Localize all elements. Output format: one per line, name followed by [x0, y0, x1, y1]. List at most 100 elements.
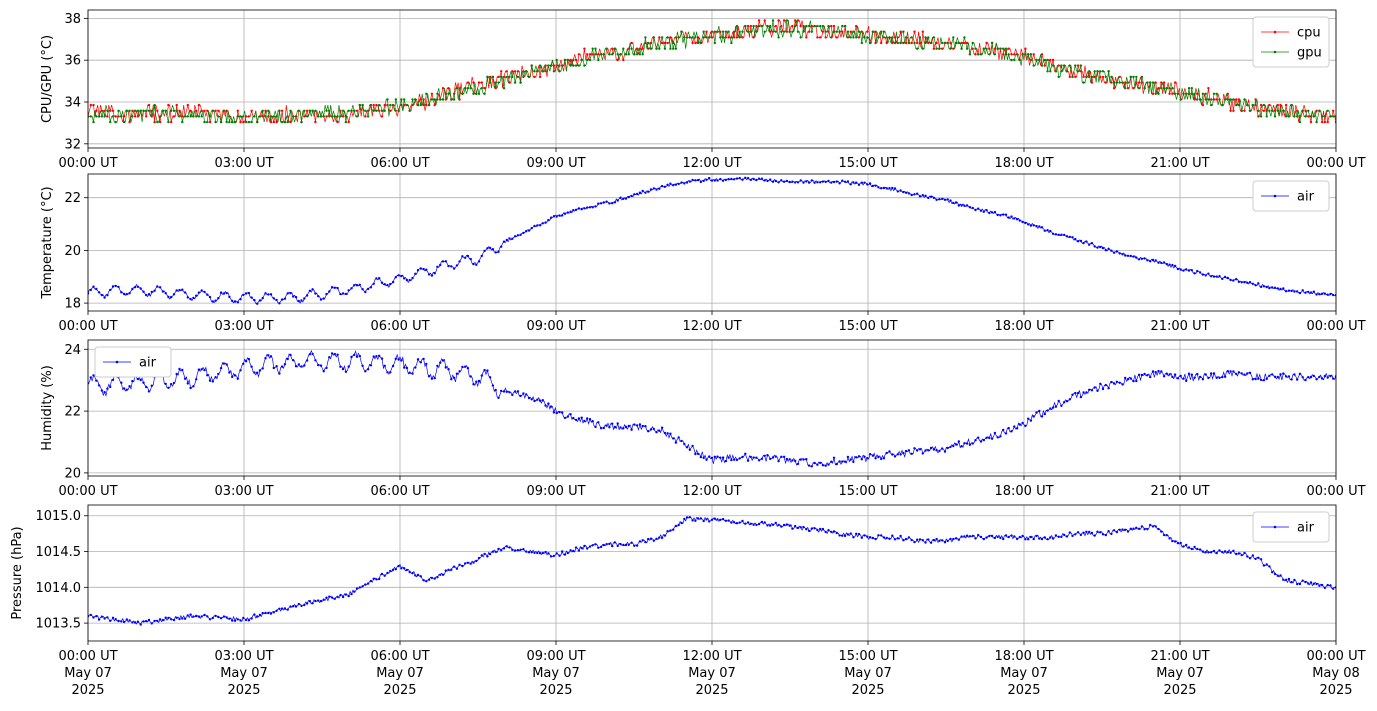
data-point-air: [472, 561, 475, 564]
data-point-air: [821, 464, 825, 467]
x-tick-label: 09:00 UT: [526, 156, 585, 171]
data-point-cpu: [611, 47, 614, 50]
data-point-air: [1007, 535, 1010, 539]
data-point-cpu: [705, 30, 708, 33]
data-point-air: [1223, 375, 1227, 378]
x-tick-date: May 07: [220, 666, 268, 681]
data-point-cpu: [816, 36, 819, 39]
data-point-air: [1259, 558, 1263, 561]
data-point-air: [1099, 382, 1102, 385]
data-point-air: [882, 536, 886, 539]
data-point-air: [375, 355, 378, 358]
data-point-gpu: [242, 115, 245, 118]
data-point-gpu: [910, 36, 913, 39]
x-tick-date: May 08: [1312, 666, 1360, 681]
data-point-air: [466, 367, 470, 370]
data-point-gpu: [552, 70, 556, 73]
data-point-air: [691, 519, 694, 522]
data-point-air: [264, 292, 267, 295]
data-point-gpu: [719, 36, 722, 39]
data-point-air: [544, 550, 547, 554]
data-point-gpu: [1304, 115, 1307, 118]
data-point-air: [200, 615, 203, 618]
data-point-air: [794, 181, 797, 184]
data-point-cpu: [882, 36, 886, 39]
data-point-air: [627, 195, 630, 199]
data-point-air: [727, 178, 730, 181]
data-point-cpu: [1279, 103, 1282, 107]
data-point-gpu: [960, 47, 963, 50]
x-tick-label: 00:00 UT: [58, 156, 117, 171]
data-point-air: [1179, 374, 1182, 378]
data-point-gpu: [483, 92, 486, 96]
data-point-air: [918, 538, 922, 541]
data-point-air: [993, 536, 997, 540]
data-point-gpu: [791, 30, 794, 33]
data-point-air: [403, 277, 406, 280]
data-point-air: [1301, 376, 1304, 379]
data-point-air: [1309, 291, 1313, 294]
data-point-gpu: [547, 64, 550, 67]
data-point-gpu: [369, 103, 373, 107]
data-point-gpu: [1126, 81, 1130, 84]
data-point-air: [1190, 269, 1194, 272]
data-point-air: [533, 224, 536, 228]
data-point-air: [647, 430, 650, 433]
data-point-air: [516, 390, 520, 393]
data-point-air: [222, 292, 226, 295]
data-point-air: [519, 548, 522, 551]
data-point-air: [830, 460, 833, 463]
data-point-gpu: [1254, 103, 1257, 107]
data-point-air: [999, 435, 1002, 438]
data-point-air: [1215, 551, 1218, 555]
data-point-air: [755, 523, 758, 527]
data-point-cpu: [425, 103, 428, 107]
data-point-gpu: [447, 92, 450, 96]
data-point-air: [1259, 285, 1263, 289]
data-point-air: [1173, 540, 1177, 543]
data-point-air: [383, 574, 386, 577]
data-point-air: [1049, 229, 1052, 233]
data-point-air: [932, 196, 936, 200]
data-point-cpu: [755, 24, 758, 28]
data-point-gpu: [472, 92, 475, 96]
data-point-gpu: [1024, 53, 1027, 56]
data-point-air: [1326, 293, 1329, 296]
data-point-air: [267, 293, 270, 296]
data-point-air: [1135, 526, 1138, 529]
data-point-gpu: [635, 53, 639, 56]
data-point-air: [1046, 538, 1049, 541]
data-point-air: [558, 410, 561, 414]
data-point-air: [267, 611, 270, 615]
data-point-air: [156, 285, 159, 288]
data-point-air: [694, 179, 697, 182]
data-point-air: [447, 264, 450, 268]
data-point-air: [513, 235, 517, 238]
data-point-air: [622, 543, 625, 547]
data-point-air: [430, 576, 434, 580]
data-point-air: [286, 608, 289, 611]
data-point-air: [1212, 372, 1216, 375]
data-point-air: [1079, 239, 1083, 243]
data-point-cpu: [1110, 81, 1113, 84]
data-point-air: [511, 393, 514, 397]
data-point-gpu: [813, 24, 816, 28]
data-point-air: [217, 615, 220, 619]
legend-frame: [1252, 180, 1330, 212]
data-point-cpu: [866, 30, 869, 33]
data-point-cpu: [497, 75, 500, 79]
data-point-air: [1132, 380, 1135, 383]
data-point-gpu: [522, 75, 525, 79]
data-point-gpu: [724, 30, 728, 33]
data-point-air: [519, 233, 522, 236]
data-point-cpu: [200, 109, 203, 113]
data-point-air: [416, 358, 420, 361]
data-point-air: [475, 263, 478, 266]
data-point-air: [106, 294, 109, 297]
data-point-air: [328, 595, 331, 598]
data-point-air: [757, 522, 761, 526]
data-point-cpu: [616, 58, 619, 62]
data-point-air: [1143, 257, 1146, 260]
data-point-cpu: [1173, 81, 1177, 84]
data-point-cpu: [735, 36, 739, 39]
